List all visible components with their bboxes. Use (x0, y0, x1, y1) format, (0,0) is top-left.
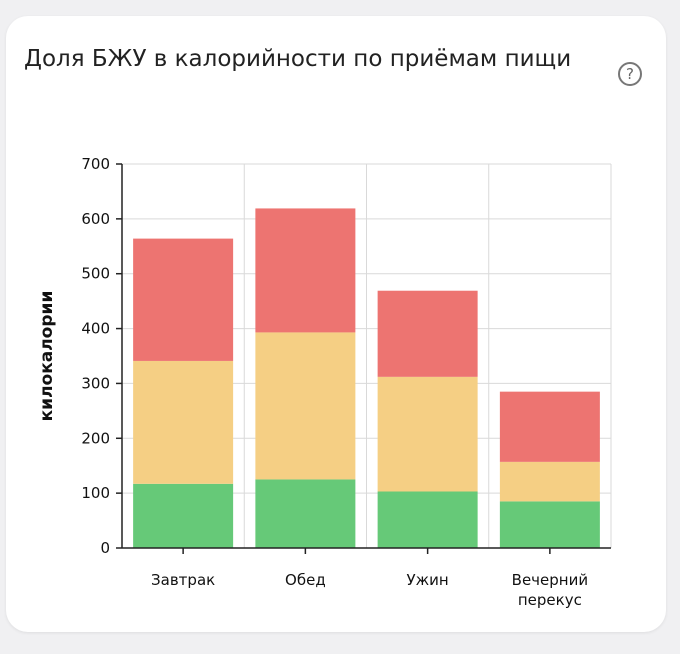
bar-segment (499, 391, 600, 462)
bar-segment (133, 360, 234, 484)
bar-segment (499, 501, 600, 548)
bar-segment (377, 376, 478, 492)
bar-segment (255, 208, 356, 333)
y-tick-label: 600 (81, 210, 110, 228)
bar-segment (377, 290, 478, 377)
question-circle-icon[interactable]: ? (618, 62, 642, 86)
x-tick-label: Обед (285, 571, 326, 589)
y-tick-label: 400 (81, 320, 110, 338)
bar-segment (133, 238, 234, 361)
axes (116, 163, 611, 554)
x-tick-labels: Завтрак Обед Ужин Вечерний перекус (151, 571, 588, 609)
y-tick-label: 200 (81, 429, 110, 447)
bars (133, 208, 600, 548)
x-tick-label: Ужин (407, 571, 449, 589)
x-tick-label: Вечерний перекус (512, 571, 588, 609)
bar-segment (255, 479, 356, 548)
y-axis-label: килокалории (37, 291, 57, 422)
bar-segment (255, 332, 356, 480)
bar-segment (377, 491, 478, 548)
bar-segment (133, 483, 234, 548)
y-tick-label: 700 (81, 155, 110, 173)
chart-title: Доля БЖУ в калорийности по приёмам пищи (24, 46, 572, 72)
y-tick-label: 500 (81, 265, 110, 283)
y-tick-label: 300 (81, 374, 110, 392)
bar-segment (499, 461, 600, 502)
y-tick-label: 0 (100, 539, 110, 557)
y-tick-labels: 0 100 200 300 400 500 600 700 (81, 155, 110, 557)
grid-lines (122, 163, 612, 548)
x-tick-label: Завтрак (151, 571, 215, 589)
y-tick-label: 100 (81, 484, 110, 502)
